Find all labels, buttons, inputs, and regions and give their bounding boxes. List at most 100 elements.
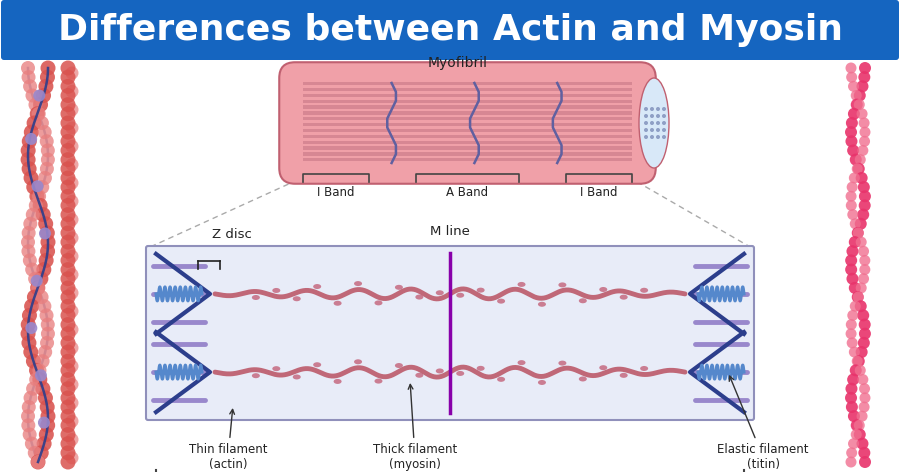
Text: Myofibril: Myofibril: [428, 56, 488, 70]
Ellipse shape: [858, 273, 869, 284]
Ellipse shape: [847, 209, 859, 220]
Ellipse shape: [859, 118, 869, 128]
Ellipse shape: [856, 346, 868, 358]
Ellipse shape: [273, 366, 280, 371]
Ellipse shape: [850, 153, 861, 166]
Ellipse shape: [60, 134, 76, 149]
Ellipse shape: [32, 281, 45, 295]
Ellipse shape: [855, 365, 866, 376]
Text: A Band: A Band: [446, 186, 489, 199]
Ellipse shape: [26, 382, 40, 396]
Ellipse shape: [847, 182, 858, 193]
Ellipse shape: [37, 436, 51, 451]
Ellipse shape: [656, 128, 660, 132]
Ellipse shape: [854, 420, 865, 431]
Ellipse shape: [60, 354, 76, 369]
Ellipse shape: [620, 373, 627, 378]
Ellipse shape: [662, 135, 666, 139]
Ellipse shape: [66, 287, 78, 299]
Ellipse shape: [60, 345, 76, 360]
Ellipse shape: [644, 135, 648, 139]
Ellipse shape: [860, 392, 870, 404]
Bar: [303, 123, 632, 126]
Ellipse shape: [456, 371, 464, 376]
Ellipse shape: [851, 227, 864, 239]
Ellipse shape: [25, 262, 40, 277]
Ellipse shape: [354, 281, 362, 286]
Ellipse shape: [35, 180, 50, 194]
Ellipse shape: [859, 319, 870, 330]
Ellipse shape: [66, 396, 78, 409]
Ellipse shape: [849, 282, 860, 294]
Ellipse shape: [60, 235, 76, 250]
Ellipse shape: [650, 107, 654, 111]
Ellipse shape: [857, 438, 868, 450]
Ellipse shape: [40, 244, 55, 259]
Ellipse shape: [859, 62, 871, 74]
Ellipse shape: [60, 418, 76, 433]
Ellipse shape: [292, 374, 301, 379]
Ellipse shape: [848, 438, 859, 449]
Ellipse shape: [60, 446, 76, 460]
Ellipse shape: [849, 346, 859, 358]
Ellipse shape: [662, 107, 666, 111]
Ellipse shape: [656, 135, 660, 139]
Ellipse shape: [40, 152, 55, 167]
Ellipse shape: [24, 299, 39, 314]
Bar: [303, 111, 632, 115]
Ellipse shape: [25, 133, 37, 145]
Ellipse shape: [66, 195, 78, 208]
Ellipse shape: [36, 354, 50, 368]
Ellipse shape: [497, 299, 505, 303]
Bar: [303, 105, 632, 109]
Ellipse shape: [846, 200, 857, 211]
Ellipse shape: [853, 228, 864, 238]
Ellipse shape: [60, 180, 76, 194]
Ellipse shape: [662, 121, 666, 125]
Ellipse shape: [273, 288, 280, 293]
Ellipse shape: [60, 317, 76, 332]
Ellipse shape: [538, 380, 546, 385]
Ellipse shape: [850, 90, 861, 101]
Ellipse shape: [848, 81, 859, 92]
Ellipse shape: [32, 363, 47, 378]
Ellipse shape: [60, 372, 76, 387]
Ellipse shape: [22, 244, 35, 258]
Ellipse shape: [292, 296, 301, 301]
Ellipse shape: [650, 135, 654, 139]
Ellipse shape: [26, 208, 40, 222]
Ellipse shape: [848, 108, 860, 120]
Ellipse shape: [60, 271, 76, 286]
Ellipse shape: [650, 121, 654, 125]
Ellipse shape: [60, 79, 76, 94]
Ellipse shape: [860, 255, 870, 266]
Ellipse shape: [859, 136, 870, 147]
Ellipse shape: [538, 302, 546, 307]
Ellipse shape: [39, 427, 54, 442]
Bar: [303, 135, 632, 138]
Ellipse shape: [60, 455, 76, 470]
Ellipse shape: [35, 116, 49, 130]
Ellipse shape: [30, 106, 45, 121]
Ellipse shape: [579, 298, 587, 303]
Ellipse shape: [25, 437, 39, 451]
Ellipse shape: [855, 300, 867, 312]
Ellipse shape: [32, 372, 48, 387]
Ellipse shape: [66, 360, 78, 373]
Ellipse shape: [21, 326, 36, 341]
Ellipse shape: [60, 253, 76, 268]
Ellipse shape: [644, 114, 648, 118]
Ellipse shape: [23, 217, 37, 231]
Ellipse shape: [856, 236, 867, 248]
Ellipse shape: [650, 114, 654, 118]
Ellipse shape: [23, 345, 39, 360]
Ellipse shape: [40, 418, 55, 433]
Ellipse shape: [846, 319, 857, 330]
Ellipse shape: [22, 418, 35, 432]
Ellipse shape: [33, 90, 45, 101]
Ellipse shape: [497, 377, 505, 382]
Ellipse shape: [60, 427, 76, 442]
Ellipse shape: [857, 80, 868, 93]
Ellipse shape: [855, 154, 866, 165]
Ellipse shape: [857, 309, 869, 321]
